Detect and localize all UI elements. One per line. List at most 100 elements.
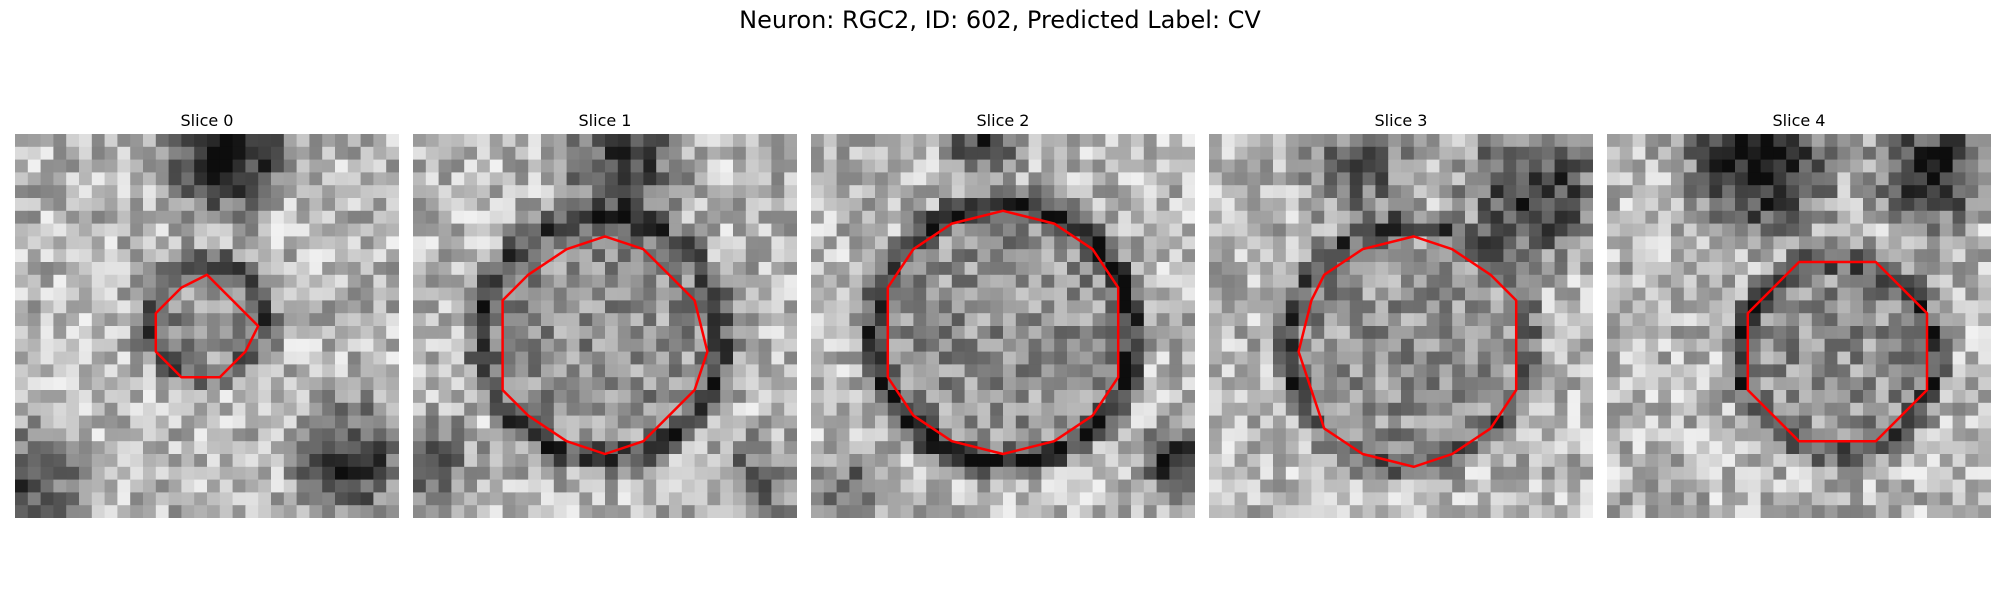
image-pixel [1516,402,1530,417]
image-pixel [360,249,374,263]
image-pixel [104,223,118,237]
image-pixel [745,146,760,161]
image-pixel [669,441,683,455]
image-pixel [1452,351,1466,365]
image-pixel [53,454,67,468]
image-pixel [207,479,221,493]
image-pixel [219,466,234,481]
image-pixel [823,377,838,391]
image-pixel [579,172,593,186]
image-pixel [1221,492,1236,506]
image-pixel [335,377,349,391]
image-pixel [1824,274,1838,289]
image-pixel [425,300,440,314]
image-pixel [309,159,323,173]
image-pixel [1349,505,1364,518]
image-pixel [1041,466,1055,481]
image-pixel [1209,466,1223,481]
image-pixel [1156,479,1170,493]
image-pixel [1747,377,1762,391]
image-pixel [360,146,374,161]
image-pixel [926,300,940,314]
image-pixel [669,492,683,506]
image-pixel [1786,390,1800,404]
image-pixel [1221,236,1236,250]
image-pixel [1939,454,1954,468]
image-pixel [1003,236,1017,250]
image-pixel [1554,351,1568,365]
image-pixel [1760,364,1774,378]
image-pixel [1118,300,1132,314]
image-pixel [1901,441,1915,455]
image-pixel [1799,172,1813,186]
image-pixel [605,326,619,340]
image-pixel [605,159,619,173]
image-pixel [977,262,991,276]
image-pixel [117,210,131,225]
image-pixel [1388,223,1402,237]
image-pixel [733,287,747,301]
image-pixel [758,262,772,276]
image-pixel [1619,198,1634,212]
image-pixel [1260,402,1274,417]
image-pixel [1645,185,1659,199]
image-pixel [541,287,555,301]
image-pixel [862,146,876,161]
image-pixel [79,338,93,353]
image-pixel [1337,505,1351,518]
image-pixel [1015,159,1030,173]
image-pixel [373,134,387,148]
image-pixel [1273,172,1287,186]
image-pixel [464,185,478,199]
image-pixel [79,492,93,506]
image-pixel [1401,364,1415,378]
image-pixel [79,479,93,493]
image-pixel [232,159,246,173]
image-pixel [1003,146,1017,161]
image-pixel [296,479,310,493]
image-pixel [425,351,440,365]
image-pixel [1311,185,1325,199]
image-pixel [964,377,978,391]
image-pixel [502,441,516,455]
image-pixel [515,364,529,378]
image-pixel [1221,198,1236,212]
image-pixel [413,249,427,263]
image-pixel [117,172,131,186]
image-pixel [502,377,516,391]
image-pixel [117,466,131,481]
image-pixel [900,146,914,161]
image-pixel [168,454,182,468]
image-pixel [1465,364,1479,378]
image-pixel [811,428,825,442]
image-pixel [1426,249,1440,263]
image-pixel [194,287,208,301]
image-pixel [1875,210,1890,225]
image-pixel [1914,338,1928,353]
image-pixel [733,390,747,404]
image-pixel [309,326,323,340]
image-pixel [425,287,440,301]
image-pixel [143,300,157,314]
image-pixel [1285,415,1300,429]
image-pixel [1799,249,1813,263]
image-pixel [1516,466,1530,481]
image-pixel [1388,159,1402,173]
image-pixel [694,479,708,493]
segmentation-contour [886,209,1120,456]
image-pixel [1337,492,1351,506]
image-pixel [771,262,785,276]
image-pixel [15,198,29,212]
image-pixel [1658,338,1672,353]
image-pixel [605,146,619,161]
image-pixel [515,505,529,518]
image-pixel [1169,338,1183,353]
image-pixel [117,338,131,353]
image-pixel [104,454,118,468]
image-pixel [1645,390,1659,404]
image-pixel [1914,505,1928,518]
image-pixel [438,274,452,289]
image-pixel [1696,287,1710,301]
image-pixel [875,505,889,518]
image-pixel [104,338,118,353]
